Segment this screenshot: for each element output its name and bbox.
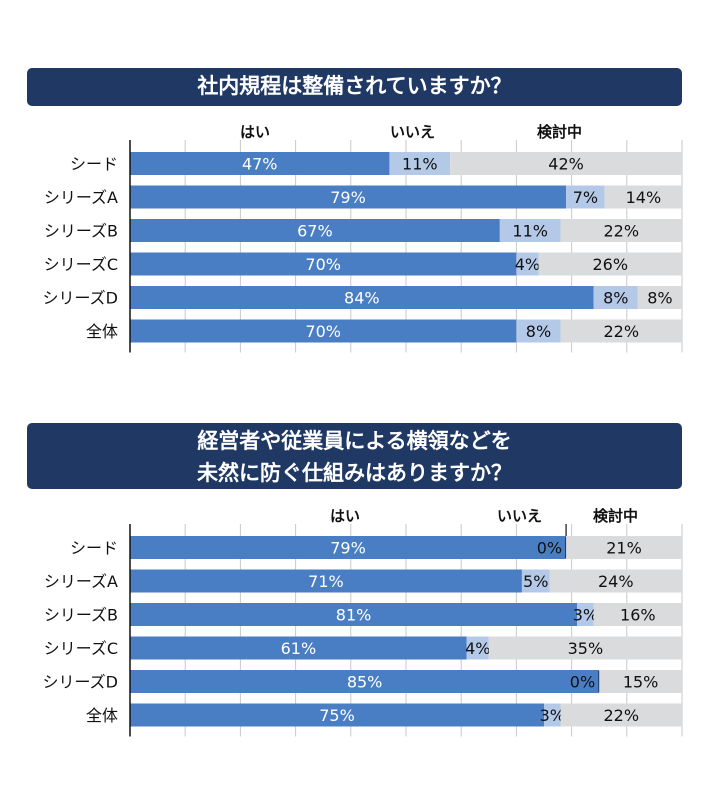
data-label-no: 8% xyxy=(603,289,628,308)
data-label-consider: 22% xyxy=(603,322,639,341)
bar-yes xyxy=(130,703,544,727)
data-label-yes: 81% xyxy=(336,606,372,625)
data-label-yes: 70% xyxy=(305,255,341,274)
category-label: シリーズA xyxy=(44,572,118,591)
bar-consider xyxy=(637,286,682,309)
category-label: シリーズA xyxy=(44,188,118,207)
bar-no xyxy=(516,319,561,343)
data-label-consider: 21% xyxy=(606,539,642,558)
data-label-yes: 79% xyxy=(330,539,366,558)
data-label-yes: 67% xyxy=(297,222,333,241)
data-label-yes: 75% xyxy=(319,706,355,725)
bar-consider xyxy=(566,536,682,559)
data-label-yes: 79% xyxy=(330,188,366,207)
bar-no xyxy=(566,185,605,209)
bar-consider xyxy=(599,670,682,693)
chart-title-line: 未然に防ぐ仕組みはありますか？ xyxy=(197,461,512,485)
data-label-yes: 47% xyxy=(242,155,278,174)
data-label-consider: 35% xyxy=(568,639,604,658)
bar-no xyxy=(577,603,594,626)
category-label: シリーズD xyxy=(42,673,118,692)
bar-yes xyxy=(130,219,500,242)
data-label-yes: 85% xyxy=(347,673,383,692)
category-label: シリーズB xyxy=(44,222,118,241)
category-label: シリーズD xyxy=(42,289,118,308)
data-label-yes: 71% xyxy=(308,572,344,591)
bar-yes xyxy=(130,636,467,660)
data-label-consider: 22% xyxy=(603,706,639,725)
data-label-consider: 24% xyxy=(598,572,634,591)
bar-no xyxy=(466,636,489,660)
legend-leader-line xyxy=(565,524,567,536)
legend-yes: はい xyxy=(240,123,271,141)
data-label-consider: 14% xyxy=(626,188,662,207)
legend-consider: 検討中 xyxy=(537,123,583,141)
data-label-no: 7% xyxy=(573,188,598,207)
bar-consider xyxy=(450,152,682,175)
category-label: シリーズC xyxy=(44,255,118,274)
data-label-consider: 15% xyxy=(623,673,659,692)
bar-yes xyxy=(130,185,567,209)
bar-yes xyxy=(130,286,594,309)
legend-no: いいえ xyxy=(390,123,436,141)
bar-no xyxy=(516,252,539,276)
category-label: 全体 xyxy=(86,706,118,725)
legend-yes: はい xyxy=(330,507,361,525)
data-label-no: 0% xyxy=(537,539,562,558)
data-label-consider: 26% xyxy=(592,255,628,274)
legend-no: いいえ xyxy=(497,507,543,525)
data-label-consider: 22% xyxy=(603,222,639,241)
legend-consider: 検討中 xyxy=(593,507,639,525)
data-label-no: 5% xyxy=(523,572,548,591)
bar-consider xyxy=(593,603,682,626)
category-label: シリーズB xyxy=(44,606,118,625)
bar-no xyxy=(499,219,561,242)
bar-no xyxy=(521,569,550,593)
chart-title-line: 経営者や従業員による横領などを xyxy=(197,429,512,453)
category-label: シリーズC xyxy=(44,639,118,658)
chart-title-banner: 経営者や従業員による横領などを 未然に防ぐ仕組みはありますか？ xyxy=(27,423,682,489)
chart-title-line: 社内規程は整備されていますか？ xyxy=(197,74,512,98)
data-label-no: 8% xyxy=(526,322,551,341)
bar-yes xyxy=(130,152,390,175)
chart-plot-1: シード 47% 11% 42% シリーズA 79% 7% 14% シリーズB 67% 11% 22% シ… xyxy=(42,140,683,353)
data-label-no: 4% xyxy=(465,639,490,658)
bar-consider xyxy=(560,703,682,727)
bar-consider xyxy=(538,252,682,276)
data-label-no: 3% xyxy=(573,606,598,625)
category-label: シード xyxy=(70,155,118,174)
bar-consider xyxy=(549,569,682,593)
data-label-consider: 42% xyxy=(548,155,584,174)
data-label-no: 0% xyxy=(570,673,595,692)
data-label-yes: 70% xyxy=(305,322,341,341)
bar-yes xyxy=(130,319,517,343)
bar-no xyxy=(544,703,561,727)
data-label-no: 11% xyxy=(512,222,548,241)
bar-no xyxy=(389,152,451,175)
data-label-no: 3% xyxy=(540,706,565,725)
bar-yes xyxy=(130,252,517,276)
bar-no xyxy=(593,286,638,309)
bar-yes xyxy=(130,569,522,593)
data-label-consider: 8% xyxy=(647,289,672,308)
bar-consider xyxy=(488,636,682,660)
chart-title-banner: 社内規程は整備されていますか？ xyxy=(27,68,682,106)
bar-yes xyxy=(130,603,578,626)
data-label-yes: 84% xyxy=(344,289,380,308)
bar-yes xyxy=(130,670,600,693)
data-label-no: 11% xyxy=(402,155,438,174)
data-label-consider: 16% xyxy=(620,606,656,625)
category-label: 全体 xyxy=(86,322,118,341)
bar-consider xyxy=(560,319,682,343)
chart-plot-2: シード 79% 0% 21% シリーズA 71% 5% 24% シリーズB 81% 3% 16% シリー… xyxy=(42,524,683,737)
category-label: シード xyxy=(70,539,118,558)
data-label-yes: 61% xyxy=(281,639,317,658)
data-label-no: 4% xyxy=(515,255,540,274)
bar-yes xyxy=(130,536,567,559)
bar-consider xyxy=(604,185,682,209)
bar-consider xyxy=(560,219,682,242)
